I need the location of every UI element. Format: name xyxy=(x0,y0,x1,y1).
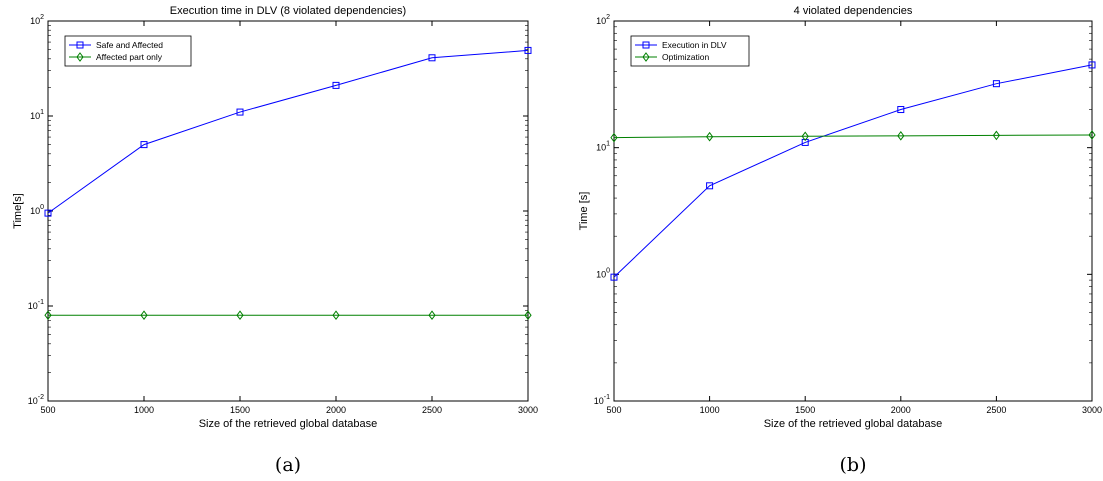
legend-label: Execution in DLV xyxy=(662,40,727,50)
subfigure-caption: (a) xyxy=(275,454,301,476)
data-point-square xyxy=(1088,61,1096,69)
subfigure-caption: (b) xyxy=(840,454,867,476)
y-tick-base: 10 xyxy=(30,111,40,121)
x-tick-label: 2000 xyxy=(891,405,911,415)
data-point-square xyxy=(140,141,148,149)
y-tick-base: 10 xyxy=(28,301,38,311)
plot-area xyxy=(613,20,1093,402)
y-tick-label: 102 xyxy=(30,14,44,26)
data-point-diamond xyxy=(642,52,650,62)
y-tick-label: 100 xyxy=(596,267,610,279)
y-axis-label: Time[s] xyxy=(12,193,24,229)
data-point-diamond xyxy=(610,132,618,143)
legend-label: Affected part only xyxy=(96,52,163,62)
x-tick-label: 2000 xyxy=(326,405,346,415)
data-point-diamond xyxy=(236,310,244,321)
y-tick-exponent: 0 xyxy=(40,204,44,211)
y-tick-label: 102 xyxy=(596,14,610,26)
data-point-diamond xyxy=(524,310,532,321)
data-point-diamond xyxy=(705,131,714,142)
x-tick-label: 1500 xyxy=(230,405,250,415)
series-line xyxy=(613,64,1093,278)
chart-title: 4 violated dependencies xyxy=(794,5,913,17)
data-point-diamond xyxy=(992,130,1001,141)
data-point-square xyxy=(524,46,532,54)
series-1 xyxy=(44,46,532,217)
data-point-square xyxy=(610,273,618,281)
data-point-square xyxy=(236,108,244,116)
y-tick-label: 101 xyxy=(30,109,44,121)
data-point-square xyxy=(428,54,436,62)
chart-2: 4 violated dependencies 500 1000 1500 2000 25… xyxy=(578,5,1102,430)
series-line xyxy=(613,134,1093,139)
x-tick-label: 1000 xyxy=(134,405,154,415)
chart-1: Execution time in DLV (8 violated depend… xyxy=(12,5,538,430)
data-point-diamond xyxy=(428,310,436,321)
y-tick-base: 10 xyxy=(594,396,604,406)
legend-box xyxy=(64,35,192,67)
y-tick-label: 10-1 xyxy=(28,299,44,311)
x-tick-label: 500 xyxy=(606,405,621,415)
y-tick-label: 10-1 xyxy=(594,394,610,406)
data-point-diamond xyxy=(76,52,84,62)
y-tick-exponent: -1 xyxy=(38,299,44,306)
y-tick-exponent: 2 xyxy=(606,14,610,21)
y-tick-exponent: 1 xyxy=(606,141,610,148)
x-tick-label: 3000 xyxy=(1082,405,1102,415)
x-tick-label: 2500 xyxy=(422,405,442,415)
data-point-square xyxy=(44,209,52,217)
series-2 xyxy=(44,310,532,321)
series-2 xyxy=(610,130,1096,143)
x-tick-label: 1000 xyxy=(700,405,720,415)
x-tick-label: 500 xyxy=(40,405,55,415)
data-point-diamond xyxy=(1088,130,1096,140)
x-tick-label: 1500 xyxy=(795,405,815,415)
legend-label: Optimization xyxy=(662,52,710,62)
y-tick-base: 10 xyxy=(596,143,606,153)
data-point-square xyxy=(76,41,84,49)
data-point-diamond xyxy=(140,310,148,321)
y-tick-label: 10-2 xyxy=(28,394,44,406)
data-point-diamond xyxy=(44,310,52,321)
data-point-diamond xyxy=(897,130,905,141)
data-point-square xyxy=(642,41,650,49)
data-point-square xyxy=(992,80,1000,88)
y-tick-label: 101 xyxy=(596,141,610,153)
y-tick-base: 10 xyxy=(596,269,606,279)
data-point-diamond xyxy=(801,131,809,142)
y-tick-exponent: -1 xyxy=(604,394,610,401)
y-tick-exponent: 0 xyxy=(606,267,610,274)
x-tick-label: 3000 xyxy=(518,405,538,415)
series-1 xyxy=(610,61,1096,281)
data-point-square xyxy=(706,182,714,190)
y-tick-base: 10 xyxy=(28,396,38,406)
legend: Execution in DLV Optimization xyxy=(630,35,750,67)
x-axis-label: Size of the retrieved global database xyxy=(764,418,943,430)
data-point-diamond xyxy=(332,310,340,321)
legend-box xyxy=(630,35,750,67)
y-tick-exponent: 1 xyxy=(40,109,44,116)
data-point-square xyxy=(332,81,340,89)
legend: Safe and Affected Affected part only xyxy=(64,35,192,67)
x-tick-label: 2500 xyxy=(986,405,1006,415)
y-tick-base: 10 xyxy=(596,16,606,26)
y-tick-base: 10 xyxy=(30,16,40,26)
y-tick-exponent: 2 xyxy=(40,14,44,21)
y-axis-label: Time [s] xyxy=(578,192,590,231)
y-tick-exponent: -2 xyxy=(38,394,44,401)
legend-label: Safe and Affected xyxy=(96,40,163,50)
y-tick-label: 100 xyxy=(30,204,44,216)
series-line xyxy=(47,49,529,214)
x-axis-label: Size of the retrieved global database xyxy=(199,418,378,430)
data-point-square xyxy=(801,138,809,146)
y-tick-base: 10 xyxy=(30,206,40,216)
data-point-square xyxy=(897,106,905,114)
plot-area xyxy=(47,20,529,402)
chart-title: Execution time in DLV (8 violated depend… xyxy=(170,5,406,17)
